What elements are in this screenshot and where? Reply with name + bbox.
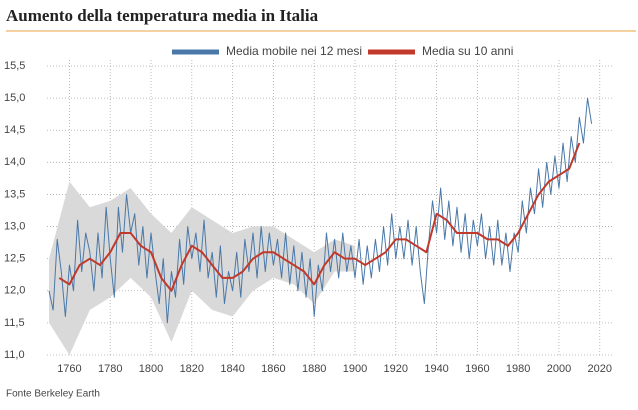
y-tick-label: 12,5 <box>4 253 25 265</box>
x-tick-label: 1940 <box>424 363 448 375</box>
series-line <box>48 97 593 324</box>
x-tick-label: 1900 <box>343 363 367 375</box>
y-tick-label: 11,5 <box>4 317 25 329</box>
y-tick-label: 11,0 <box>4 349 25 361</box>
x-tick-label: 1860 <box>261 363 285 375</box>
x-tick-label: 1880 <box>302 363 326 375</box>
legend-label: Media su 10 anni <box>422 44 513 58</box>
y-tick-label: 13,5 <box>4 188 25 200</box>
y-tick-label: 14,5 <box>4 124 25 136</box>
uncertainty-band <box>49 181 355 355</box>
y-tick-label: 12,0 <box>4 285 25 297</box>
y-tick-label: 13,0 <box>4 220 25 232</box>
x-tick-label: 1980 <box>506 363 530 375</box>
x-tick-label: 1840 <box>220 363 244 375</box>
x-tick-label: 2020 <box>588 363 612 375</box>
series-line <box>58 142 581 292</box>
x-tick-label: 1800 <box>139 363 163 375</box>
y-tick-label: 15,0 <box>4 92 25 104</box>
y-tick-label: 14,0 <box>4 156 25 168</box>
x-tick-label: 2000 <box>547 363 571 375</box>
y-tick-label: 15,5 <box>4 60 25 72</box>
legend-label: Media mobile nei 12 mesi <box>226 44 362 58</box>
chart-title: Aumento della temperatura media in Itali… <box>6 6 319 25</box>
source: Fonte Berkeley Earth <box>6 389 100 400</box>
x-tick-label: 1780 <box>98 363 122 375</box>
x-tick-label: 1960 <box>465 363 489 375</box>
x-tick-label: 1760 <box>57 363 81 375</box>
x-tick-label: 1920 <box>384 363 408 375</box>
x-tick-label: 1820 <box>180 363 204 375</box>
